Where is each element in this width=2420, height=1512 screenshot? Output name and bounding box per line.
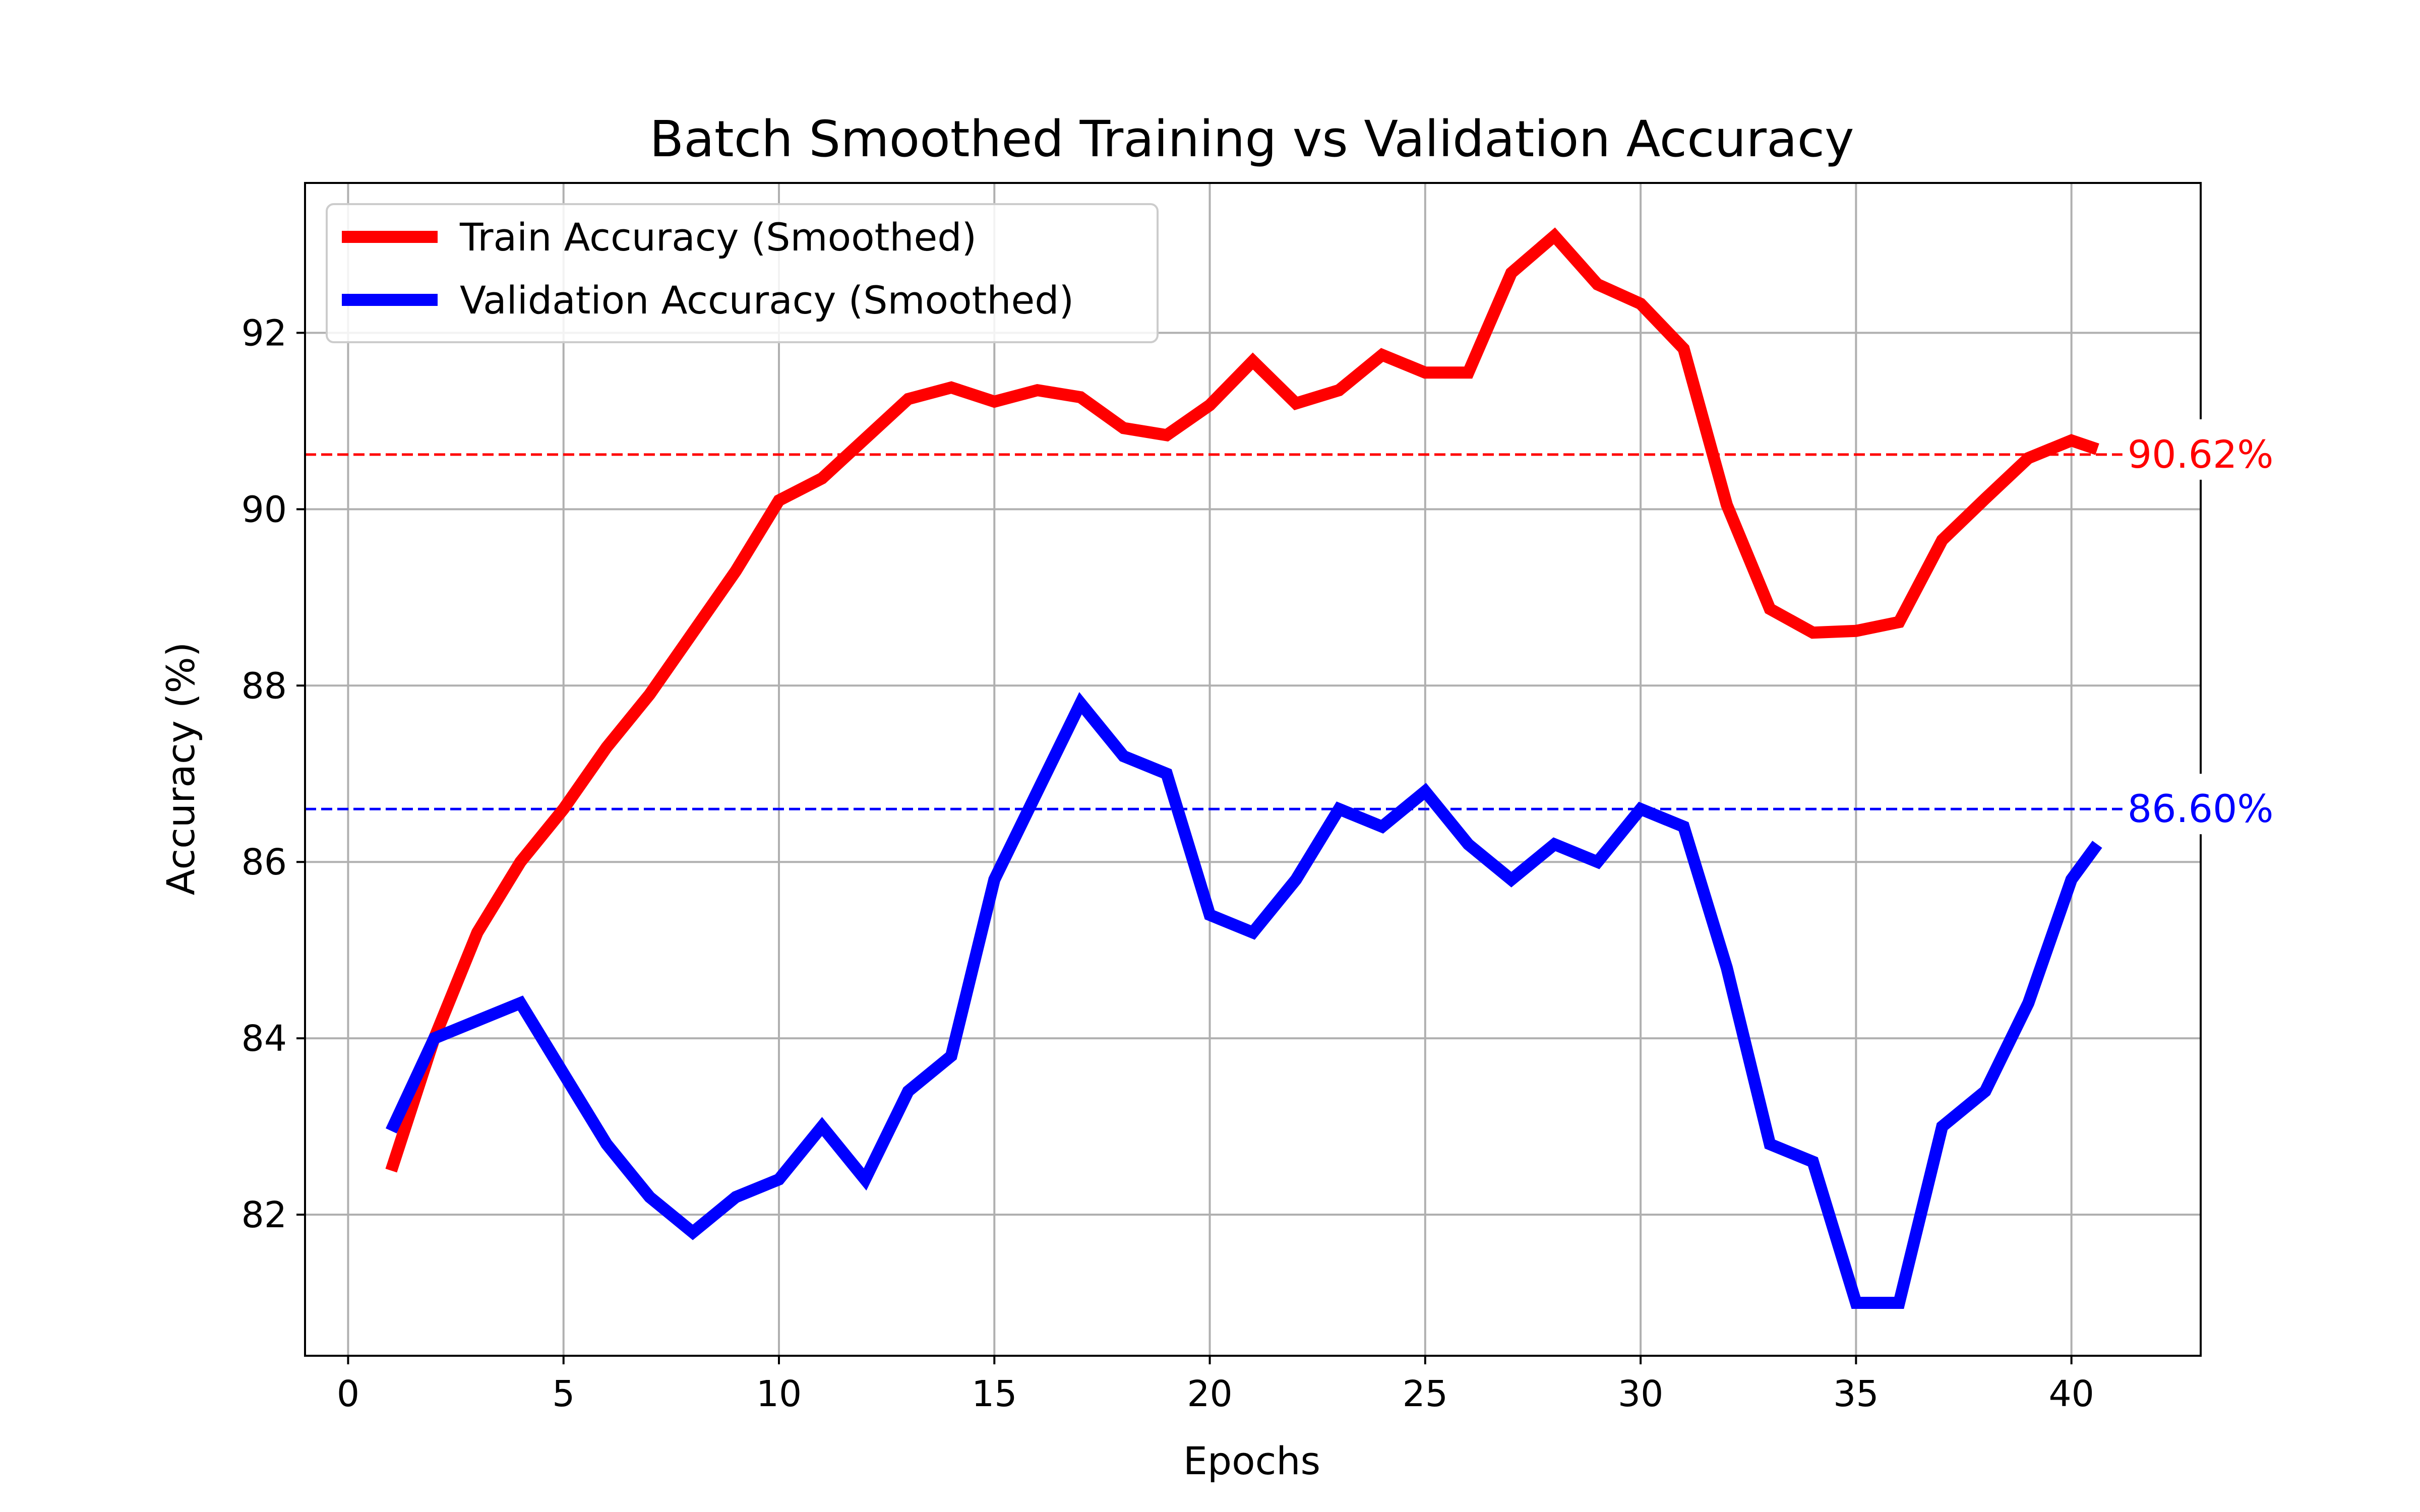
- x-tick-label: 40: [2048, 1373, 2094, 1415]
- series-line-validation: [386, 692, 2102, 1309]
- y-tick-label: 92: [241, 312, 287, 354]
- y-tick-label: 88: [241, 665, 287, 707]
- plot-frame: [304, 182, 2202, 1357]
- x-tick-label: 25: [1403, 1373, 1448, 1415]
- x-tick-label: 35: [1833, 1373, 1879, 1415]
- x-tick-label: 15: [972, 1373, 1017, 1415]
- x-tick-label: 0: [337, 1373, 359, 1415]
- y-tick-label: 84: [241, 1018, 287, 1059]
- x-tick-label: 5: [552, 1373, 575, 1415]
- reference-label-background: [2122, 419, 2294, 480]
- y-tick-label: 90: [241, 488, 287, 530]
- reference-labels: 90.62% 86.60%: [2122, 419, 2294, 835]
- series-lines: [385, 227, 2102, 1309]
- y-tick-label: 86: [241, 841, 287, 883]
- reference-line-label: 90.62%: [2128, 432, 2274, 477]
- chart-title: Batch Smoothed Training vs Validation Ac…: [649, 110, 1854, 168]
- axis-ticks: 0 5 10 15 20 25 30 35 40 82 84 86 88 90 92: [241, 312, 2094, 1415]
- series-line-train: [385, 227, 2099, 1173]
- reference-label-background: [2122, 774, 2294, 835]
- x-tick-label: 20: [1187, 1373, 1232, 1415]
- y-axis-label: Accuracy (%): [158, 642, 203, 896]
- legend: Train Accuracy (Smoothed) Validation Acc…: [326, 203, 1159, 343]
- x-tick-label: 10: [756, 1373, 802, 1415]
- x-axis-label: Epochs: [1183, 1438, 1320, 1483]
- reference-lines: [305, 453, 2201, 810]
- y-tick-label: 82: [241, 1194, 287, 1236]
- legend-label-validation: Validation Accuracy (Smoothed): [460, 278, 1074, 323]
- reference-line-label: 86.60%: [2128, 786, 2274, 831]
- x-tick-label: 30: [1618, 1373, 1663, 1415]
- legend-frame: [326, 203, 1159, 343]
- grid: [305, 183, 2201, 1356]
- legend-label-train: Train Accuracy (Smoothed): [459, 215, 977, 260]
